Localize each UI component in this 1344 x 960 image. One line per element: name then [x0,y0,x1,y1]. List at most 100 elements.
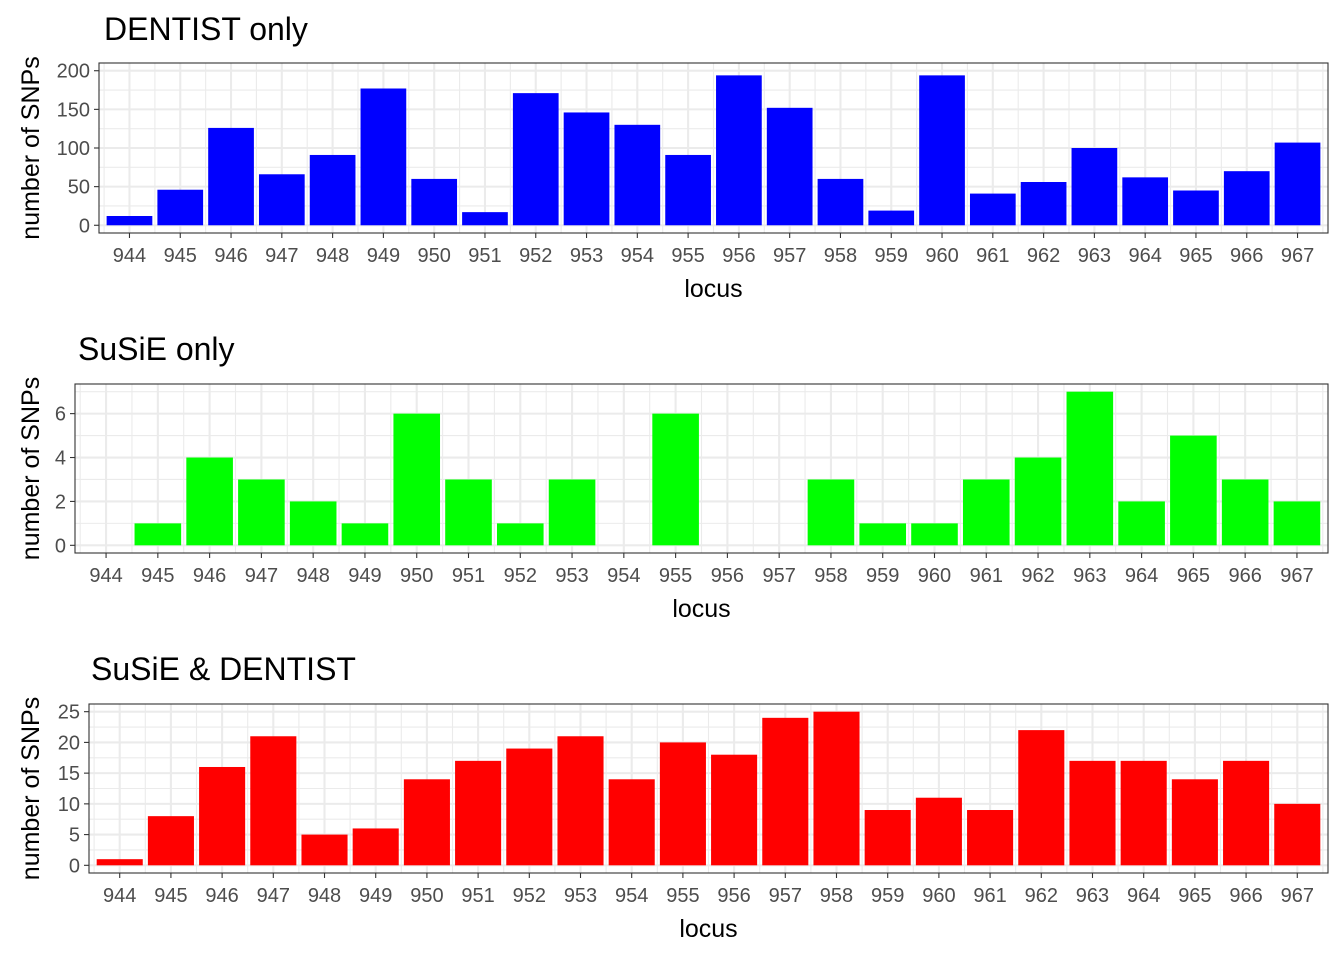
x-tick-label: 964 [1127,885,1160,907]
x-tick-label: 953 [570,245,603,267]
bar [1274,142,1321,226]
bar [614,124,661,226]
bar [967,810,1014,866]
x-tick-label: 965 [1179,245,1212,267]
x-tick-label: 963 [1078,245,1111,267]
bar [864,810,911,866]
x-tick-label: 945 [154,885,187,907]
bar [868,210,915,226]
bar [1020,182,1067,226]
bar [352,828,399,866]
y-tick-label: 150 [57,99,90,121]
bar [309,154,356,226]
bar [1118,501,1165,546]
x-tick-label: 946 [193,565,226,587]
bar [393,413,441,546]
bar [506,748,553,866]
y-tick-label: 15 [58,763,80,785]
bar [512,93,559,226]
bar [1171,779,1218,866]
bar [250,736,297,866]
x-tick-label: 950 [417,245,450,267]
x-tick-label: 965 [1178,885,1211,907]
bar [238,479,285,546]
bar [106,216,153,226]
bar [341,523,389,546]
y-tick-label: 6 [55,404,66,426]
y-tick-label: 10 [58,794,80,816]
y-axis-title: number of SNPs [17,697,45,880]
bar [462,212,508,226]
chart-svg: 0 5 10 15 20 25 944 945 946 947 948 949 950 951 952 953… [17,651,1329,943]
y-tick-label: 100 [57,138,90,160]
x-tick-label: 944 [103,885,136,907]
x-tick-label: 958 [820,885,853,907]
y-tick-label: 50 [68,177,90,199]
x-tick-label: 954 [615,885,648,907]
bar [563,112,610,226]
chart-svg: 0 50 100 150 200 944 945 946 947 948 949 950 951 952 9… [17,11,1329,303]
x-axis-title: locus [672,595,730,623]
x-tick-label: 962 [1025,885,1058,907]
bar [1173,190,1219,226]
bar [1018,730,1065,866]
x-tick-label: 963 [1076,885,1109,907]
y-tick-label: 0 [79,215,90,237]
x-tick-label: 960 [918,565,951,587]
bar [548,479,596,546]
bar [1273,501,1321,546]
x-tick-label: 948 [308,885,341,907]
plot-panel [74,383,1329,554]
x-tick-label: 953 [564,885,597,907]
bar [813,711,860,866]
bar [711,754,758,866]
bar [1223,171,1270,226]
x-tick-label: 953 [555,565,588,587]
x-tick-label: 954 [607,565,640,587]
x-tick-label: 949 [367,245,400,267]
chart-dentist-only: 0 50 100 150 200 944 945 946 947 948 949 950 951 952 9… [0,0,1344,320]
x-tick-label: 951 [452,565,485,587]
bar [186,457,233,546]
x-tick-label: 956 [722,245,755,267]
bar [1120,760,1167,866]
bar [411,178,458,226]
x-tick-label: 946 [214,245,247,267]
x-tick-label: 966 [1229,885,1262,907]
bar [1221,479,1269,546]
bar [652,413,699,546]
x-tick-label: 955 [666,885,699,907]
x-tick-label: 947 [265,245,298,267]
chart-susie-and-dentist: 0 5 10 15 20 25 944 945 946 947 948 949 950 951 952 953… [0,640,1344,960]
x-tick-label: 955 [659,565,692,587]
bar [1122,177,1169,226]
x-tick-label: 965 [1177,565,1210,587]
bar [817,178,864,226]
bar [1170,435,1217,546]
bar [134,523,182,546]
x-tick-label: 957 [762,565,795,587]
x-tick-label: 966 [1228,565,1261,587]
x-tick-label: 950 [400,565,433,587]
bar [766,107,813,226]
x-tick-label: 967 [1280,565,1313,587]
x-tick-label: 961 [973,885,1006,907]
x-tick-label: 951 [461,885,494,907]
x-tick-label: 949 [348,565,381,587]
bar [1274,803,1321,866]
bar [1014,457,1062,546]
chart-title: SuSiE & DENTIST [91,651,356,687]
bar [455,760,502,866]
bar [445,479,492,546]
bar [969,193,1016,226]
y-tick-label: 25 [58,702,80,724]
x-tick-label: 959 [866,565,899,587]
x-tick-label: 957 [769,885,802,907]
bar [403,779,450,866]
bar [1066,391,1114,546]
x-tick-label: 948 [316,245,349,267]
x-tick-label: 958 [814,565,847,587]
bar [496,523,544,546]
x-tick-label: 947 [257,885,290,907]
x-tick-label: 945 [141,565,174,587]
